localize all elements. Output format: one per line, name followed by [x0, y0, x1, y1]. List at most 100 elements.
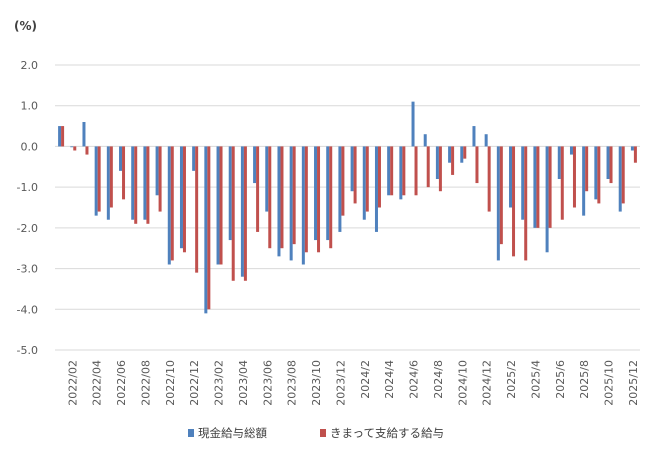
bar-series-2 — [146, 146, 150, 224]
bar-series-2 — [414, 146, 418, 196]
bar-series-1 — [533, 146, 537, 228]
bar-series-2 — [158, 146, 162, 212]
bar-series-1 — [192, 146, 196, 171]
bar-series-1 — [411, 101, 415, 147]
bar-series-2 — [243, 146, 247, 281]
bar-series-2 — [524, 146, 528, 261]
bar-series-2 — [85, 146, 89, 155]
bar-series-2 — [390, 146, 394, 196]
x-tick-label: 2023/02 — [213, 360, 226, 406]
x-tick-label: 2025/6 — [554, 360, 567, 399]
bar-series-1 — [167, 146, 171, 265]
bar-series-2 — [633, 146, 637, 163]
bar-series-2 — [182, 146, 186, 253]
bar-series-1 — [582, 146, 586, 216]
x-tick-label: 2024/4 — [383, 360, 396, 399]
bar-series-2 — [292, 146, 296, 245]
legend-swatch — [320, 429, 326, 437]
bar-series-2 — [560, 146, 564, 220]
bar-series-2 — [585, 146, 589, 192]
bar-series-2 — [609, 146, 613, 184]
bar-series-1 — [521, 146, 525, 220]
legend-label: 現金給与総額 — [198, 426, 267, 440]
y-tick-label: 1.0 — [21, 100, 39, 113]
bar-series-2 — [231, 146, 235, 281]
bar-series-1 — [58, 126, 62, 147]
bar-series-1 — [179, 146, 183, 249]
x-tick-label: 2024/12 — [481, 360, 494, 406]
bar-series-1 — [472, 126, 476, 147]
bar-series-2 — [280, 146, 284, 249]
bar-series-1 — [484, 134, 488, 147]
bar-series-1 — [435, 146, 439, 179]
bar-series-1 — [630, 146, 634, 151]
y-axis-ticks: 2.0 1.0 0.0 -1.0 -2.0 -3.0 -4.0 -5.0 — [17, 59, 38, 357]
x-tick-label: 2024/6 — [408, 360, 421, 399]
x-tick-label: 2023/08 — [286, 360, 299, 406]
bar-series-2 — [134, 146, 138, 224]
y-tick-label: -4.0 — [17, 303, 38, 316]
x-tick-label: 2022/08 — [139, 360, 152, 406]
bar-series-2 — [597, 146, 601, 204]
bar-series-1 — [423, 134, 427, 147]
bar-series-1 — [545, 146, 549, 253]
y-tick-label: -5.0 — [17, 344, 38, 357]
bar-series-2 — [353, 146, 357, 204]
bar-series-1 — [204, 146, 208, 314]
bar-series-1 — [131, 146, 135, 220]
bar-series-1 — [70, 146, 74, 148]
bar-series-1 — [338, 146, 342, 232]
bar-series-1 — [399, 146, 403, 200]
x-tick-label: 2025/10 — [603, 360, 616, 406]
x-tick-label: 2022/12 — [188, 360, 201, 406]
bar-series-1 — [94, 146, 98, 216]
bar-series-1 — [240, 146, 244, 277]
bar-series-2 — [219, 146, 223, 265]
bar-series-2 — [377, 146, 381, 208]
x-tick-label: 2025/2 — [505, 360, 518, 399]
x-tick-label: 2023/10 — [310, 360, 323, 406]
x-tick-label: 2022/02 — [66, 360, 79, 406]
x-tick-label: 2025/12 — [627, 360, 640, 406]
bar-series-2 — [329, 146, 333, 249]
bar-series-2 — [572, 146, 576, 208]
gridlines — [55, 64, 640, 351]
x-tick-label: 2023/12 — [334, 360, 347, 406]
bar-series-1 — [387, 146, 391, 196]
bar-series-1 — [374, 146, 378, 232]
y-tick-label: -1.0 — [17, 181, 38, 194]
bar-series-2 — [475, 146, 479, 184]
x-tick-label: 2023/06 — [261, 360, 274, 406]
bar-series-2 — [365, 146, 369, 212]
bar-series-2 — [109, 146, 113, 208]
bar-series-1 — [119, 146, 123, 171]
x-tick-label: 2023/04 — [237, 360, 250, 406]
bar-series-2 — [536, 146, 540, 228]
x-tick-label: 2022/06 — [115, 360, 128, 406]
bar-series-2 — [512, 146, 516, 257]
bar-series-2 — [621, 146, 625, 204]
bar-series-2 — [451, 146, 455, 175]
bar-series-2 — [548, 146, 552, 228]
bar-series-1 — [594, 146, 598, 200]
bar-series-1 — [289, 146, 293, 261]
bar-series-1 — [106, 146, 110, 220]
bar-series-2 — [304, 146, 308, 253]
bar-series-2 — [122, 146, 126, 200]
y-tick-label: -3.0 — [17, 263, 38, 276]
x-axis-ticks: 2022/02 2022/04 2022/06 2022/08 2022/10 2022/… — [66, 360, 640, 406]
bars — [58, 101, 637, 314]
bar-series-2 — [61, 126, 65, 147]
y-tick-label: 2.0 — [21, 59, 39, 72]
bar-series-1 — [362, 146, 366, 220]
bar-series-2 — [73, 146, 77, 151]
bar-series-2 — [426, 146, 430, 188]
x-tick-label: 2024/8 — [432, 360, 445, 399]
bar-series-1 — [448, 146, 452, 163]
bar-series-2 — [402, 146, 406, 196]
bar-series-2 — [170, 146, 174, 261]
x-tick-label: 2024/10 — [456, 360, 469, 406]
bar-series-1 — [569, 146, 573, 155]
y-tick-label: -2.0 — [17, 222, 38, 235]
